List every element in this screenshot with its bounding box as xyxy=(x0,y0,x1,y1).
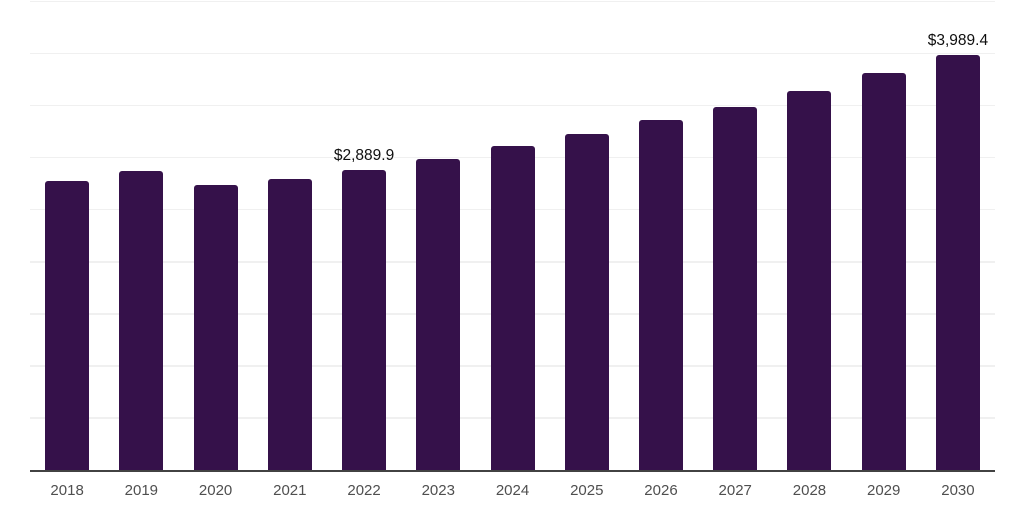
bar-2024[interactable] xyxy=(490,145,535,471)
x-tick-2025: 2025 xyxy=(570,482,604,499)
x-tick-2023: 2023 xyxy=(421,482,455,499)
bar-value-label-2030: $3,989.4 xyxy=(927,32,989,50)
plot-area: $2,889.9 $3,989.4 xyxy=(30,0,995,471)
bar-cell-2026 xyxy=(624,2,698,471)
bar-2025[interactable] xyxy=(564,133,609,471)
bar-cell-2028 xyxy=(772,2,846,471)
x-tick-2019: 2019 xyxy=(124,482,159,499)
bar-2026[interactable] xyxy=(638,119,683,471)
bars-container: $2,889.9 $3,989.4 xyxy=(30,2,995,471)
bar-2027[interactable] xyxy=(713,106,758,471)
bar-2019[interactable] xyxy=(119,170,164,471)
bar-cell-2018 xyxy=(30,2,104,471)
x-tick-2022: 2022 xyxy=(347,482,381,499)
bar-2028[interactable] xyxy=(787,90,832,471)
bar-2022[interactable] xyxy=(342,169,387,471)
bar-cell-2021 xyxy=(253,2,327,471)
x-tick-2024: 2024 xyxy=(495,482,530,499)
bar-cell-2022: $2,889.9 xyxy=(327,2,401,471)
x-axis-line xyxy=(30,470,995,472)
x-tick-2028: 2028 xyxy=(792,482,827,499)
bar-cell-2024 xyxy=(475,2,549,471)
bar-cell-2020 xyxy=(178,2,252,471)
x-tick-2030: 2030 xyxy=(941,482,975,499)
bar-2029[interactable] xyxy=(861,72,906,471)
x-tick-2027: 2027 xyxy=(718,482,752,499)
bar-2020[interactable] xyxy=(193,184,238,471)
x-tick-2020: 2020 xyxy=(198,482,233,499)
x-tick-2029: 2029 xyxy=(867,482,901,499)
bar-cell-2025 xyxy=(550,2,624,471)
bar-2023[interactable] xyxy=(416,158,461,471)
bar-cell-2023 xyxy=(401,2,475,471)
bar-cell-2019 xyxy=(104,2,178,471)
x-tick-2018: 2018 xyxy=(50,482,84,499)
x-tick-2021: 2021 xyxy=(273,482,307,499)
gridline-4500 xyxy=(30,0,995,2)
bar-2021[interactable] xyxy=(267,179,312,471)
bar-2018[interactable] xyxy=(45,180,90,471)
x-tick-2026: 2026 xyxy=(644,482,678,499)
bar-2030[interactable] xyxy=(935,55,980,471)
bar-value-label-2022: $2,889.9 xyxy=(333,146,395,164)
bar-cell-2029 xyxy=(847,2,921,471)
gridline-3500 xyxy=(30,104,995,107)
gridline-4000 xyxy=(30,52,995,55)
x-axis-labels: 2018 2019 2020 2021 2022 2023 2024 2025 2026 2027… xyxy=(30,482,995,499)
bar-cell-2030: $3,989.4 xyxy=(921,2,995,471)
bar-cell-2027 xyxy=(698,2,772,471)
